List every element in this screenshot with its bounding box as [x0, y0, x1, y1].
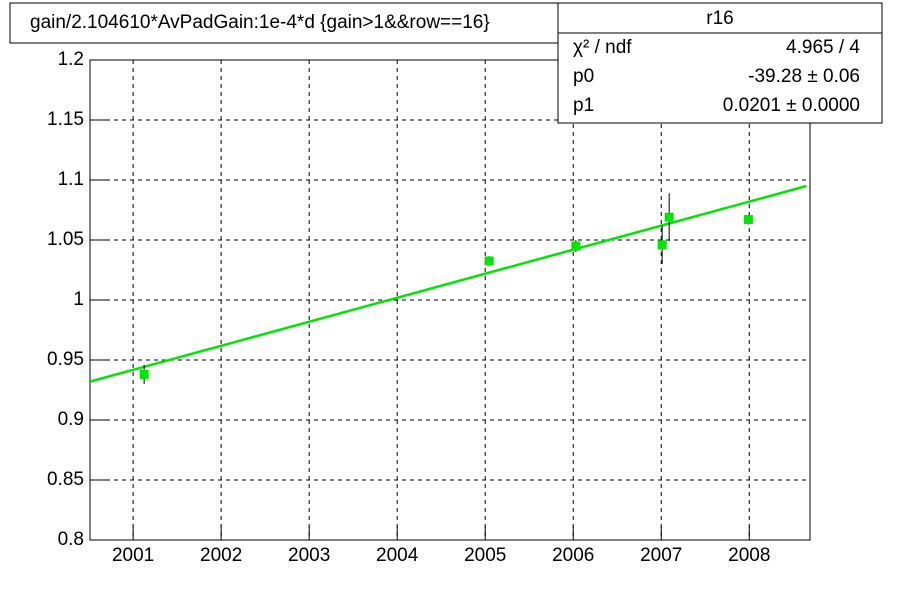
- x-tick-label: 2002: [200, 545, 242, 566]
- stats-value: -39.28 ± 0.06: [748, 66, 860, 87]
- data-point: [657, 240, 667, 250]
- chart-title: gain/2.104610*AvPadGain:1e-4*d {gain>1&&…: [30, 12, 490, 33]
- x-tick-label: 2004: [376, 545, 419, 566]
- data-point: [664, 212, 674, 222]
- data-point: [743, 215, 753, 225]
- stats-label: p0: [573, 66, 594, 87]
- y-tick-label: 1: [73, 289, 84, 310]
- x-tick-label: 2005: [464, 545, 506, 566]
- y-tick-label: 1.15: [47, 109, 84, 130]
- y-tick-label: 1.2: [58, 49, 84, 70]
- stats-value: 4.965 / 4: [786, 37, 860, 58]
- stats-title: r16: [706, 8, 733, 29]
- x-tick-label: 2001: [112, 545, 154, 566]
- y-tick-label: 0.95: [47, 349, 84, 370]
- fit-line: [89, 184, 807, 383]
- x-tick-label: 2003: [288, 545, 330, 566]
- data-point: [139, 369, 149, 379]
- y-tick-label: 1.05: [47, 229, 84, 250]
- data-point: [484, 256, 494, 266]
- y-tick-label: 0.85: [47, 469, 84, 490]
- x-tick-label: 2007: [640, 545, 682, 566]
- data-point: [571, 241, 581, 251]
- stats-label: χ² / ndf: [573, 37, 632, 58]
- y-tick-label: 0.8: [58, 529, 84, 550]
- stats-value: 0.0201 ± 0.0000: [723, 95, 860, 116]
- y-tick-label: 1.1: [58, 169, 84, 190]
- x-tick-label: 2006: [552, 545, 594, 566]
- x-tick-label: 2008: [728, 545, 770, 566]
- y-tick-label: 0.9: [58, 409, 84, 430]
- stats-label: p1: [573, 95, 594, 116]
- stats-box: [557, 2, 883, 124]
